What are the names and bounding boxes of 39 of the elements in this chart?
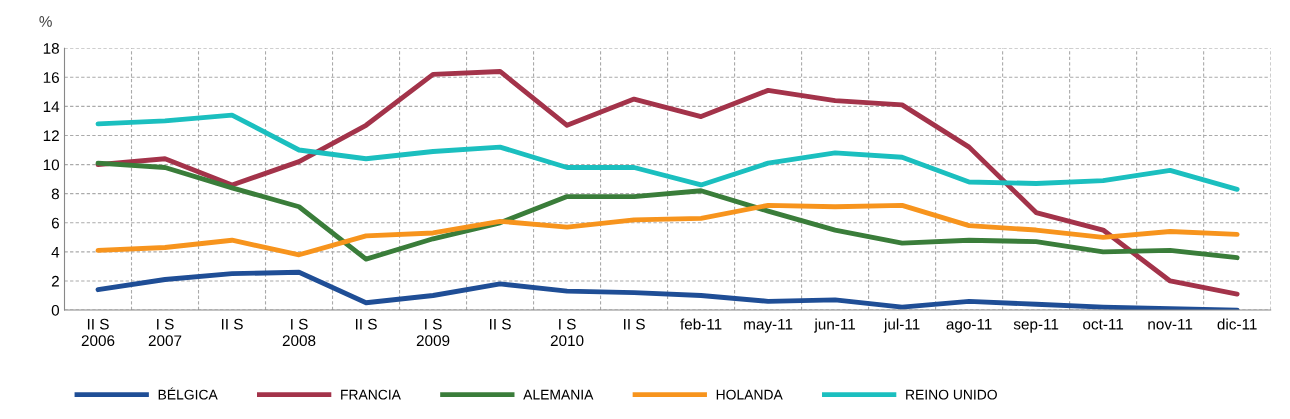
line-series: [95, 112, 1240, 192]
x-tick-label: I S 2008: [282, 318, 316, 347]
x-tick-label: II S: [355, 318, 377, 330]
legend-label: BÉLGICA: [158, 387, 218, 400]
x-tick-label: nov-11: [1148, 318, 1193, 330]
y-tick-label: 10: [43, 159, 60, 171]
x-tick-label: jun-11: [814, 318, 856, 333]
y-axis-title: %: [39, 16, 52, 27]
x-tick-label: I S 2007: [148, 318, 182, 347]
x-tick-label: sep-11: [1013, 318, 1059, 333]
x-tick-label: II S: [221, 318, 243, 330]
x-tick-label: II S: [490, 318, 511, 330]
y-tick-label: 16: [43, 72, 59, 83]
x-tick-label: II S: [624, 318, 645, 330]
x-tick-label: II S 2006: [81, 318, 115, 347]
x-tick-label: dic-11: [1217, 318, 1257, 330]
y-tick-label: 4: [51, 246, 60, 258]
x-tick-label: may-11: [744, 318, 793, 333]
y-tick-label: 14: [43, 101, 60, 112]
legend-label: FRANCIA: [341, 389, 401, 400]
line-series: [95, 69, 1240, 297]
y-tick-label: 18: [43, 43, 59, 54]
y-tick-label: 6: [51, 217, 59, 229]
legend-label: REINO UNIDO: [906, 389, 997, 400]
line-series: [95, 202, 1240, 258]
x-tick-label: feb-11: [680, 318, 722, 330]
x-tick-label: I S 2010: [550, 318, 584, 347]
legend-label: HOLANDA: [716, 389, 783, 400]
line-series: [95, 160, 1240, 262]
y-tick-label: 0: [51, 304, 60, 316]
x-tick-label: I S 2009: [416, 318, 450, 347]
line-series: [95, 269, 1240, 311]
x-tick-label: ago-11: [946, 318, 992, 333]
y-tick-label: 12: [43, 130, 59, 142]
x-tick-label: oct-11: [1083, 318, 1124, 330]
x-tick-label: jul-11: [883, 318, 920, 333]
legend-label: ALEMANIA: [523, 389, 594, 400]
y-tick-label: 2: [51, 275, 59, 287]
y-tick-label: 8: [51, 188, 59, 200]
